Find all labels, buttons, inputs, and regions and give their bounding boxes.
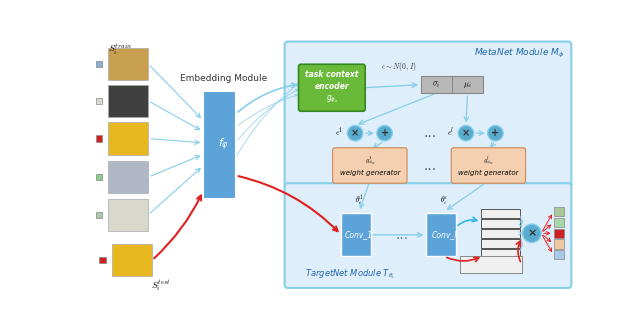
Circle shape bbox=[522, 224, 541, 243]
Text: +: + bbox=[492, 128, 499, 138]
FancyBboxPatch shape bbox=[95, 61, 102, 67]
Text: ...: ... bbox=[395, 228, 408, 242]
FancyBboxPatch shape bbox=[285, 42, 572, 188]
Text: ...: ... bbox=[424, 159, 437, 173]
FancyBboxPatch shape bbox=[481, 219, 520, 228]
Circle shape bbox=[348, 126, 363, 141]
FancyBboxPatch shape bbox=[108, 85, 148, 117]
Text: $\sigma_i$: $\sigma_i$ bbox=[432, 79, 441, 90]
Text: $\epsilon^l$: $\epsilon^l$ bbox=[447, 126, 454, 138]
Text: +: + bbox=[381, 128, 388, 138]
Text: Conv_1: Conv_1 bbox=[345, 230, 373, 239]
FancyBboxPatch shape bbox=[99, 257, 106, 263]
FancyBboxPatch shape bbox=[481, 229, 520, 238]
Text: $g_{\phi_w}^1$
weight generator: $g_{\phi_w}^1$ weight generator bbox=[340, 155, 400, 176]
FancyBboxPatch shape bbox=[460, 256, 522, 272]
Polygon shape bbox=[426, 213, 456, 256]
FancyBboxPatch shape bbox=[108, 48, 148, 80]
Polygon shape bbox=[204, 91, 236, 198]
Text: $S_i^{train}$: $S_i^{train}$ bbox=[108, 42, 132, 58]
Text: $\theta_i^l$: $\theta_i^l$ bbox=[440, 194, 448, 207]
Text: $\epsilon^1$: $\epsilon^1$ bbox=[335, 126, 344, 138]
Text: TargetNet Module $T_{\theta_i}$: TargetNet Module $T_{\theta_i}$ bbox=[305, 267, 395, 281]
FancyBboxPatch shape bbox=[451, 148, 525, 183]
FancyBboxPatch shape bbox=[481, 239, 520, 248]
FancyBboxPatch shape bbox=[554, 239, 564, 249]
Text: $\theta_i^1$: $\theta_i^1$ bbox=[355, 192, 364, 207]
Text: $\mu_i$: $\mu_i$ bbox=[463, 80, 472, 90]
Text: task context
encoder
$g_{\phi_e}$: task context encoder $g_{\phi_e}$ bbox=[305, 70, 358, 105]
Text: $S_i^{test}$: $S_i^{test}$ bbox=[151, 279, 172, 294]
FancyBboxPatch shape bbox=[554, 229, 564, 238]
FancyBboxPatch shape bbox=[481, 249, 520, 258]
FancyBboxPatch shape bbox=[95, 174, 102, 180]
Text: MetaNet Module $M_\phi$: MetaNet Module $M_\phi$ bbox=[474, 47, 564, 60]
Text: ×: × bbox=[351, 128, 359, 138]
FancyBboxPatch shape bbox=[108, 161, 148, 193]
FancyBboxPatch shape bbox=[298, 64, 365, 111]
FancyBboxPatch shape bbox=[112, 244, 152, 276]
Text: Conv_l: Conv_l bbox=[431, 230, 457, 239]
FancyBboxPatch shape bbox=[285, 183, 572, 288]
FancyBboxPatch shape bbox=[108, 122, 148, 155]
FancyBboxPatch shape bbox=[95, 135, 102, 142]
Text: $g_{\phi_w}^l$
weight generator: $g_{\phi_w}^l$ weight generator bbox=[458, 155, 518, 176]
Text: $\epsilon{\sim}N(0,I)$: $\epsilon{\sim}N(0,I)$ bbox=[381, 60, 417, 74]
FancyBboxPatch shape bbox=[95, 98, 102, 104]
FancyBboxPatch shape bbox=[554, 218, 564, 227]
Text: $f_\varphi$: $f_\varphi$ bbox=[218, 137, 229, 153]
FancyBboxPatch shape bbox=[554, 207, 564, 216]
Text: ×: × bbox=[527, 228, 536, 238]
Circle shape bbox=[377, 126, 392, 141]
FancyBboxPatch shape bbox=[421, 76, 483, 93]
Polygon shape bbox=[341, 213, 371, 256]
Text: ×: × bbox=[462, 128, 470, 138]
Circle shape bbox=[488, 126, 503, 141]
FancyBboxPatch shape bbox=[554, 250, 564, 259]
FancyBboxPatch shape bbox=[95, 212, 102, 218]
FancyBboxPatch shape bbox=[481, 209, 520, 218]
FancyBboxPatch shape bbox=[108, 198, 148, 231]
Text: Embedding Module: Embedding Module bbox=[180, 74, 267, 83]
Text: ...: ... bbox=[424, 126, 437, 140]
FancyBboxPatch shape bbox=[333, 148, 407, 183]
Circle shape bbox=[458, 126, 474, 141]
